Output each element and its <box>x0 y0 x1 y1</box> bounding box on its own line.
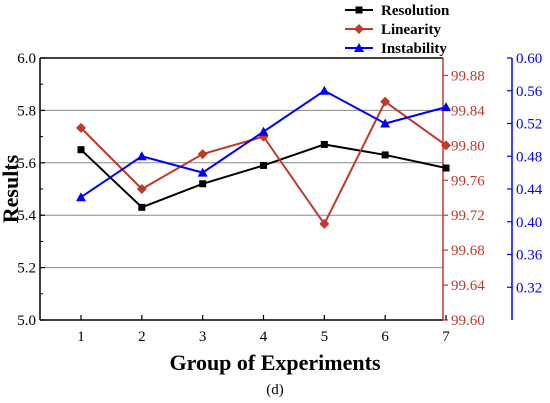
x-tick-label: 6 <box>381 329 389 345</box>
right-axis-2-tick-label: 0.60 <box>516 51 542 67</box>
right-axis-2-tick-label: 0.56 <box>516 84 543 100</box>
data-point <box>441 102 451 112</box>
right-axis-2-tick-label: 0.36 <box>516 248 543 264</box>
data-point <box>380 96 391 107</box>
right-axis-1-tick-label: 99.64 <box>451 278 485 294</box>
right-axis-2-tick-label: 0.44 <box>516 182 543 198</box>
data-point <box>136 184 147 194</box>
right-axis-2-tick-label: 0.32 <box>516 280 542 296</box>
data-point <box>319 85 330 95</box>
right-axis-2-tick-label: 0.48 <box>516 149 542 165</box>
right-axis-1-tick-label: 99.80 <box>451 138 485 154</box>
right-axis-1-tick-label: 99.88 <box>451 68 485 84</box>
right-axis-1-tick-label: 99.72 <box>451 208 485 224</box>
y-axis-title: Results <box>0 154 23 223</box>
left-tick-label: 6.0 <box>17 51 36 67</box>
data-point <box>380 118 391 128</box>
x-tick-label: 7 <box>442 329 450 345</box>
data-point <box>77 146 85 154</box>
data-point <box>197 149 208 160</box>
x-tick-label: 2 <box>138 329 146 345</box>
x-tick-label: 4 <box>260 329 268 345</box>
data-point <box>320 140 328 148</box>
data-point <box>260 161 267 169</box>
data-point <box>354 43 364 52</box>
data-point <box>319 218 330 229</box>
figure-caption: (d) <box>266 382 284 398</box>
data-point <box>355 6 363 14</box>
right-axis-1-tick-label: 99.84 <box>451 103 485 119</box>
series-line-resolution <box>80 143 447 209</box>
x-tick-label: 3 <box>199 329 207 345</box>
left-tick-label: 5.8 <box>17 103 36 119</box>
left-tick-label: 5.4 <box>17 208 36 224</box>
data-point <box>354 24 364 34</box>
right-axis-1-tick-label: 99.60 <box>451 313 485 329</box>
legend-label: Instability <box>381 41 447 57</box>
data-point <box>76 122 86 133</box>
left-tick-label: 5.6 <box>17 156 36 172</box>
data-point <box>258 126 269 136</box>
x-axis-title: Group of Experiments <box>169 350 380 375</box>
x-tick-label: 1 <box>77 329 85 345</box>
x-tick-label: 5 <box>321 329 329 345</box>
data-point <box>199 180 207 188</box>
right-axis-1-tick-label: 99.76 <box>451 173 485 189</box>
data-point <box>76 192 86 202</box>
right-axis-1-tick-label: 99.68 <box>451 243 485 259</box>
data-point <box>197 167 208 177</box>
data-point <box>381 151 389 159</box>
right-axis-2-tick-label: 0.40 <box>516 215 542 231</box>
right-axis-2-tick-label: 0.52 <box>516 117 542 133</box>
data-point <box>442 164 450 172</box>
left-tick-label: 5.0 <box>17 313 36 329</box>
legend-label: Linearity <box>381 22 441 38</box>
data-point <box>441 140 451 151</box>
data-point <box>138 203 146 211</box>
data-point <box>136 151 147 161</box>
legend-label: Resolution <box>381 3 450 19</box>
left-tick-label: 5.2 <box>17 261 36 277</box>
